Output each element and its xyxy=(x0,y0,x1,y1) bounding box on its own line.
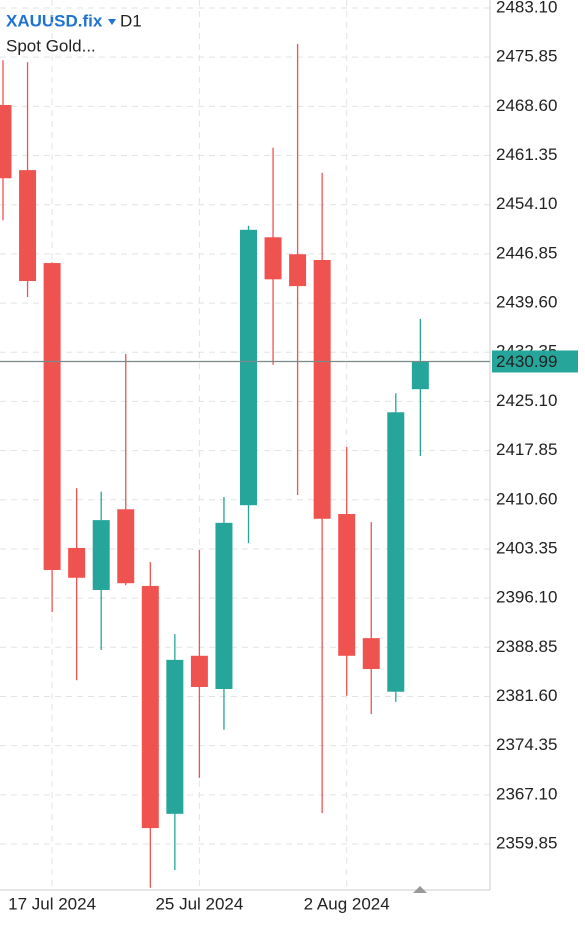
candle-body xyxy=(362,638,380,670)
candle-body xyxy=(313,259,331,519)
candle-body xyxy=(264,237,282,280)
y-tick-label: 2483.10 xyxy=(496,0,557,16)
subtitle: Spot Gold... xyxy=(6,36,96,55)
candle-body xyxy=(68,547,86,578)
x-tick-label: 17 Jul 2024 xyxy=(8,894,96,913)
candle-body xyxy=(166,659,184,814)
y-tick-label: 2461.35 xyxy=(496,145,557,164)
y-tick-label: 2454.10 xyxy=(496,194,557,213)
y-tick-label: 2417.85 xyxy=(496,440,557,459)
y-tick-label: 2410.60 xyxy=(496,489,557,508)
scroll-marker xyxy=(413,886,427,893)
y-tick-label: 2439.60 xyxy=(496,293,557,312)
candle-body xyxy=(19,170,37,282)
y-tick-label: 2381.60 xyxy=(496,686,557,705)
y-tick-label: 2425.10 xyxy=(496,391,557,410)
y-tick-label: 2396.10 xyxy=(496,588,557,607)
y-tick-label: 2367.10 xyxy=(496,784,557,803)
y-tick-label: 2446.85 xyxy=(496,243,557,262)
y-tick-label: 2374.35 xyxy=(496,735,557,754)
y-tick-label: 2403.35 xyxy=(496,538,557,557)
candle-body xyxy=(190,655,208,687)
candle-body xyxy=(240,229,257,506)
candle-body xyxy=(411,361,429,390)
y-tick-label: 2468.60 xyxy=(496,96,557,115)
candle-body xyxy=(0,105,12,179)
x-tick-label: 25 Jul 2024 xyxy=(155,894,243,913)
candle-body xyxy=(117,509,135,584)
y-tick-label: 2388.85 xyxy=(496,637,557,656)
y-tick-label: 2359.85 xyxy=(496,833,557,852)
candle-body xyxy=(215,522,233,690)
current-price-box xyxy=(492,350,578,373)
symbol-dropdown-icon[interactable] xyxy=(108,19,116,25)
y-tick-label: 2475.85 xyxy=(496,47,557,66)
candle-body xyxy=(289,254,307,287)
timeframe[interactable]: D1 xyxy=(120,11,142,30)
x-tick-label: 2 Aug 2024 xyxy=(304,894,390,913)
candle-body xyxy=(43,263,61,570)
candle-body xyxy=(141,585,159,829)
candle-body xyxy=(387,412,405,692)
symbol[interactable]: XAUUSD.fix xyxy=(6,11,103,30)
current-price-label: 2430.99 xyxy=(496,352,557,371)
candle-body xyxy=(338,514,356,656)
candle-body xyxy=(92,520,110,590)
